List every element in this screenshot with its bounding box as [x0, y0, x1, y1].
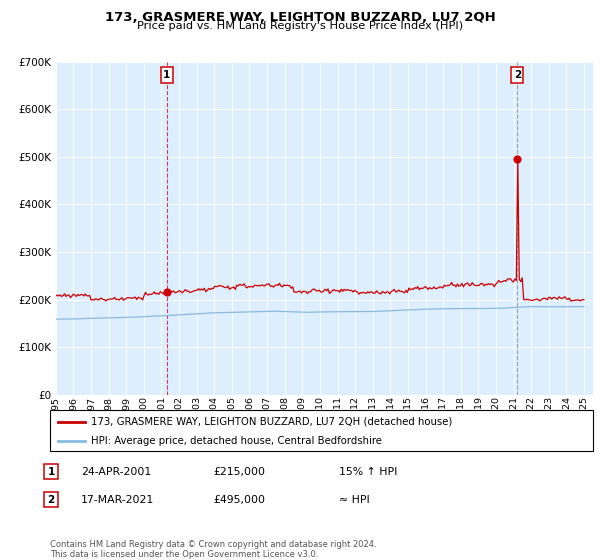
Text: 17-MAR-2021: 17-MAR-2021 [81, 494, 154, 505]
Point [512, 155, 522, 164]
Text: £215,000: £215,000 [213, 466, 265, 477]
Text: 24-APR-2001: 24-APR-2001 [81, 466, 151, 477]
Text: 15% ↑ HPI: 15% ↑ HPI [339, 466, 397, 477]
Point [162, 288, 172, 297]
Text: Contains HM Land Registry data © Crown copyright and database right 2024.
This d: Contains HM Land Registry data © Crown c… [50, 540, 376, 559]
Text: 2: 2 [47, 494, 55, 505]
Text: HPI: Average price, detached house, Central Bedfordshire: HPI: Average price, detached house, Cent… [91, 436, 382, 446]
Text: Price paid vs. HM Land Registry's House Price Index (HPI): Price paid vs. HM Land Registry's House … [137, 21, 463, 31]
Text: 1: 1 [47, 466, 55, 477]
Text: 2: 2 [514, 70, 521, 80]
Text: 173, GRASMERE WAY, LEIGHTON BUZZARD, LU7 2QH: 173, GRASMERE WAY, LEIGHTON BUZZARD, LU7… [104, 11, 496, 24]
Text: ≈ HPI: ≈ HPI [339, 494, 370, 505]
Text: £495,000: £495,000 [213, 494, 265, 505]
FancyBboxPatch shape [50, 410, 593, 451]
Text: 173, GRASMERE WAY, LEIGHTON BUZZARD, LU7 2QH (detached house): 173, GRASMERE WAY, LEIGHTON BUZZARD, LU7… [91, 417, 452, 427]
Text: 1: 1 [163, 70, 170, 80]
